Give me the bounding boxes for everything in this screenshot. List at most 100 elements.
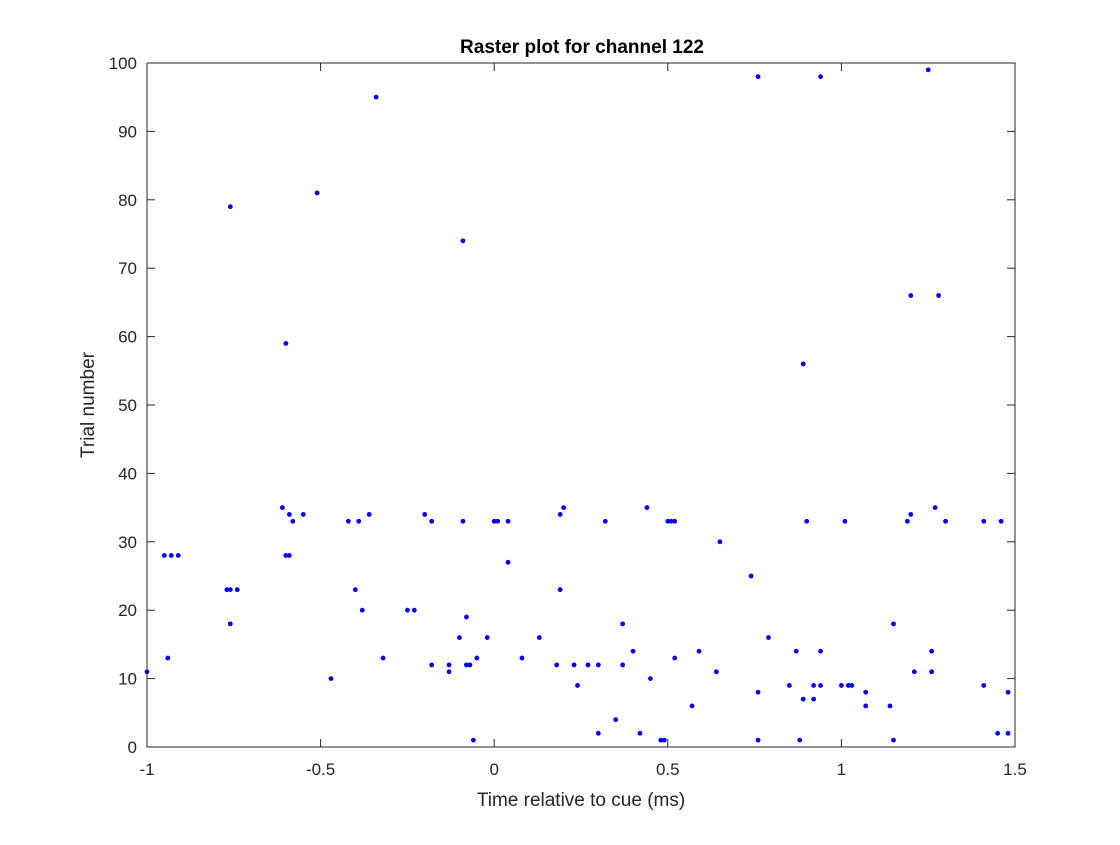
spike-point	[637, 730, 643, 736]
spike-point	[981, 518, 987, 524]
spike-point	[863, 689, 869, 695]
spike-point	[748, 573, 754, 579]
spike-point	[689, 703, 695, 709]
spike-point	[602, 518, 608, 524]
spike-point	[818, 74, 823, 80]
spike-point	[366, 512, 372, 517]
spike-point	[505, 559, 511, 565]
spike-point	[557, 512, 563, 517]
spike-point	[286, 512, 292, 517]
spike-point	[429, 662, 435, 668]
spike-point	[328, 676, 334, 681]
spike-point	[665, 518, 671, 524]
spike-point	[561, 505, 567, 510]
spike-point	[457, 635, 462, 640]
y-tick-label: 100	[109, 54, 137, 73]
spike-point	[165, 655, 171, 661]
y-tick-label: 20	[118, 601, 137, 620]
spike-point	[717, 539, 723, 545]
spike-point	[786, 683, 792, 688]
spike-point	[290, 518, 296, 524]
x-tick-label: 0.5	[656, 760, 680, 779]
spike-point	[519, 655, 525, 661]
spike-point	[891, 737, 896, 743]
spike-point	[936, 293, 942, 298]
spike-point	[672, 518, 678, 524]
spike-point	[280, 505, 285, 510]
spike-point	[904, 518, 910, 524]
spike-point	[804, 518, 810, 524]
spike-point	[234, 587, 240, 593]
spike-point	[571, 662, 577, 668]
spike-point	[943, 518, 948, 524]
spike-point	[887, 703, 893, 709]
spike-point	[668, 518, 674, 524]
spike-point	[314, 190, 320, 196]
spike-point	[283, 553, 289, 558]
chart-title: Raster plot for channel 122	[460, 37, 704, 58]
spike-point	[672, 655, 678, 661]
spike-point	[470, 737, 476, 743]
spike-point	[175, 553, 181, 558]
spike-point	[446, 669, 452, 675]
spike-point	[811, 683, 817, 688]
spike-point	[585, 662, 591, 668]
spike-point	[446, 662, 452, 668]
spike-point	[536, 635, 542, 640]
spike-point	[981, 683, 987, 688]
spike-point	[714, 669, 719, 675]
spike-point	[495, 518, 501, 524]
spike-point	[755, 689, 761, 695]
y-axis-label: Trial number	[78, 351, 99, 458]
spike-point	[227, 204, 233, 210]
y-tick-label: 80	[118, 191, 137, 210]
spike-point	[283, 341, 289, 346]
spike-point	[1005, 689, 1011, 695]
scatter-marks	[144, 67, 1011, 743]
y-tick-label: 70	[118, 259, 137, 278]
spike-point	[800, 361, 806, 367]
x-axis-ticks: -1 -0.5 0 0.5 1 1.5	[139, 63, 1027, 779]
spike-point	[168, 553, 174, 558]
spike-point	[359, 607, 365, 613]
axes-box	[146, 62, 1016, 748]
spike-point	[620, 662, 626, 668]
spike-point	[429, 518, 435, 524]
spike-point	[811, 696, 817, 702]
y-tick-label: 10	[118, 670, 137, 689]
spike-point	[995, 730, 1001, 736]
spike-point	[818, 683, 823, 688]
spike-point	[373, 94, 379, 100]
spike-point	[467, 662, 473, 668]
spike-point	[227, 587, 233, 593]
spike-point	[356, 518, 362, 524]
spike-point	[575, 683, 580, 688]
spike-point	[557, 587, 563, 593]
spike-point	[755, 74, 761, 80]
spike-point	[484, 635, 490, 640]
y-tick-label: 30	[118, 533, 137, 552]
spike-point	[932, 505, 938, 510]
spike-point	[929, 669, 935, 675]
spike-point	[800, 696, 806, 702]
spike-point	[658, 737, 664, 743]
spike-point	[863, 703, 869, 709]
spike-point	[474, 655, 480, 661]
spike-point	[595, 662, 601, 668]
spike-point	[300, 512, 306, 517]
x-tick-label: 1.5	[1003, 760, 1027, 779]
spike-point	[460, 238, 466, 244]
x-tick-label: 0	[489, 760, 498, 779]
y-tick-label: 50	[118, 396, 137, 415]
spike-point	[793, 648, 799, 654]
y-tick-label: 60	[118, 328, 137, 347]
spike-point	[648, 676, 653, 681]
spike-point	[620, 621, 626, 627]
spike-point	[595, 730, 601, 736]
spike-point	[696, 648, 702, 654]
spike-point	[929, 648, 935, 654]
spike-point	[998, 518, 1004, 524]
spike-point	[422, 512, 428, 517]
